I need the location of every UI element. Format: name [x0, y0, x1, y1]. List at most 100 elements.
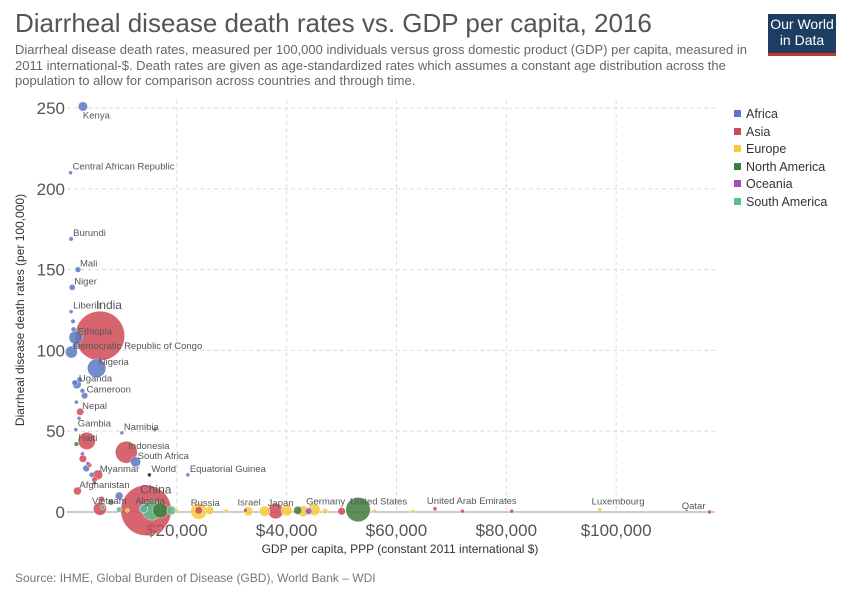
point-label: Uganda — [79, 373, 113, 384]
data-point[interactable] — [70, 326, 77, 333]
data-point[interactable] — [166, 505, 177, 516]
data-point[interactable] — [125, 508, 130, 513]
data-point[interactable] — [152, 427, 158, 432]
point-label: Vietnam — [92, 496, 127, 507]
data-point-united-arab-emirates[interactable] — [432, 506, 438, 512]
y-tick-label: 150 — [37, 261, 65, 280]
data-point[interactable] — [98, 495, 105, 503]
legend-swatch — [734, 110, 741, 117]
data-point[interactable] — [223, 508, 229, 514]
data-point[interactable] — [305, 507, 313, 515]
point-label: Gambia — [78, 419, 112, 430]
grid-lines — [67, 100, 715, 512]
data-point[interactable] — [80, 451, 85, 457]
point-label: Ethiopia — [78, 327, 113, 338]
logo-line-1: Our World — [770, 16, 834, 32]
data-point-qatar[interactable] — [707, 509, 712, 515]
data-point[interactable] — [337, 507, 346, 516]
data-point-world[interactable] — [147, 472, 152, 478]
legend-item-oceania[interactable]: Oceania — [734, 177, 793, 191]
x-axis-label: GDP per capita, PPP (constant 2011 inter… — [262, 542, 539, 556]
data-point[interactable] — [372, 508, 377, 514]
legend-item-north-america[interactable]: North America — [734, 160, 825, 174]
legend-item-asia[interactable]: Asia — [734, 125, 770, 139]
data-point[interactable] — [88, 472, 95, 478]
y-tick-label: 50 — [46, 422, 65, 441]
y-tick-label: 0 — [56, 503, 65, 522]
legend-swatch — [734, 180, 741, 188]
data-point-haiti[interactable] — [73, 441, 79, 447]
point-label: Niger — [74, 276, 97, 287]
data-point-democratic-republic-of-congo[interactable] — [65, 345, 78, 359]
data-point[interactable] — [194, 506, 203, 515]
data-point[interactable] — [293, 506, 302, 515]
legend-item-africa[interactable]: Africa — [734, 107, 778, 121]
point-label: Algeria — [135, 496, 165, 507]
legend-item-south-america[interactable]: South America — [734, 195, 827, 209]
point-label: Afghanistan — [79, 480, 129, 491]
data-point[interactable] — [76, 376, 83, 383]
data-point[interactable] — [410, 508, 416, 514]
legend-swatch — [734, 162, 741, 170]
data-point-afghanistan[interactable] — [73, 486, 82, 496]
data-point-indonesia[interactable] — [115, 441, 138, 464]
data-point[interactable] — [174, 508, 180, 514]
data-point-liberia[interactable] — [68, 309, 74, 314]
data-point[interactable] — [71, 379, 78, 386]
data-point[interactable] — [77, 432, 96, 450]
data-point-luxembourg[interactable] — [597, 507, 602, 512]
data-point-united-states[interactable] — [345, 497, 371, 522]
data-point[interactable] — [70, 318, 76, 324]
legend-swatch — [734, 145, 741, 153]
data-point-gambia[interactable] — [73, 427, 78, 432]
data-point[interactable] — [72, 342, 79, 349]
data-point[interactable] — [107, 499, 114, 506]
data-point[interactable] — [100, 504, 106, 510]
data-point[interactable] — [79, 454, 87, 463]
data-point-burundi[interactable] — [68, 236, 74, 242]
data-point[interactable] — [280, 504, 293, 517]
data-point-kenya[interactable] — [78, 101, 88, 112]
legend-item-europe[interactable]: Europe — [734, 142, 786, 156]
data-point-niger[interactable] — [68, 284, 76, 291]
data-point[interactable] — [205, 505, 215, 515]
data-point[interactable] — [76, 416, 82, 421]
point-label: Germany — [306, 497, 345, 508]
data-point[interactable] — [259, 505, 271, 517]
point-label: China — [140, 482, 172, 496]
point-label: Mali — [80, 259, 97, 270]
data-point[interactable] — [139, 504, 148, 513]
legend-label: South America — [746, 195, 828, 209]
data-point[interactable] — [322, 508, 329, 515]
legend-label: Europe — [746, 142, 787, 157]
legend-label: Africa — [746, 107, 778, 121]
data-point-south-africa[interactable] — [130, 456, 141, 468]
legend-swatch — [734, 127, 741, 135]
y-tick-label: 200 — [37, 180, 65, 199]
data-point[interactable] — [74, 399, 79, 405]
point-label: Japan — [268, 498, 294, 509]
point-label: Myanmar — [100, 464, 140, 475]
legend-swatch — [734, 198, 741, 205]
data-point[interactable] — [92, 480, 97, 486]
data-point-nepal[interactable] — [76, 407, 85, 416]
data-point[interactable] — [509, 508, 515, 514]
data-point-namibia[interactable] — [119, 430, 125, 436]
data-point-israel[interactable] — [243, 508, 248, 513]
data-point[interactable] — [116, 506, 123, 513]
data-point[interactable] — [115, 491, 124, 500]
data-point-nigeria[interactable] — [87, 358, 107, 378]
data-point[interactable] — [460, 508, 465, 514]
owid-logo[interactable]: Our World in Data — [768, 14, 836, 56]
x-tick-label: $100,000 — [581, 521, 652, 540]
data-point-central-african-republic[interactable] — [68, 170, 73, 175]
data-point-mali[interactable] — [74, 266, 82, 273]
point-label: Luxembourg — [592, 497, 645, 508]
point-label: Liberia — [73, 301, 102, 312]
data-point[interactable] — [79, 388, 85, 394]
x-tick-label: $80,000 — [476, 521, 537, 540]
data-point-cameroon[interactable] — [81, 392, 89, 400]
data-point[interactable] — [85, 461, 91, 466]
data-point-equatorial-guinea[interactable] — [185, 472, 191, 478]
